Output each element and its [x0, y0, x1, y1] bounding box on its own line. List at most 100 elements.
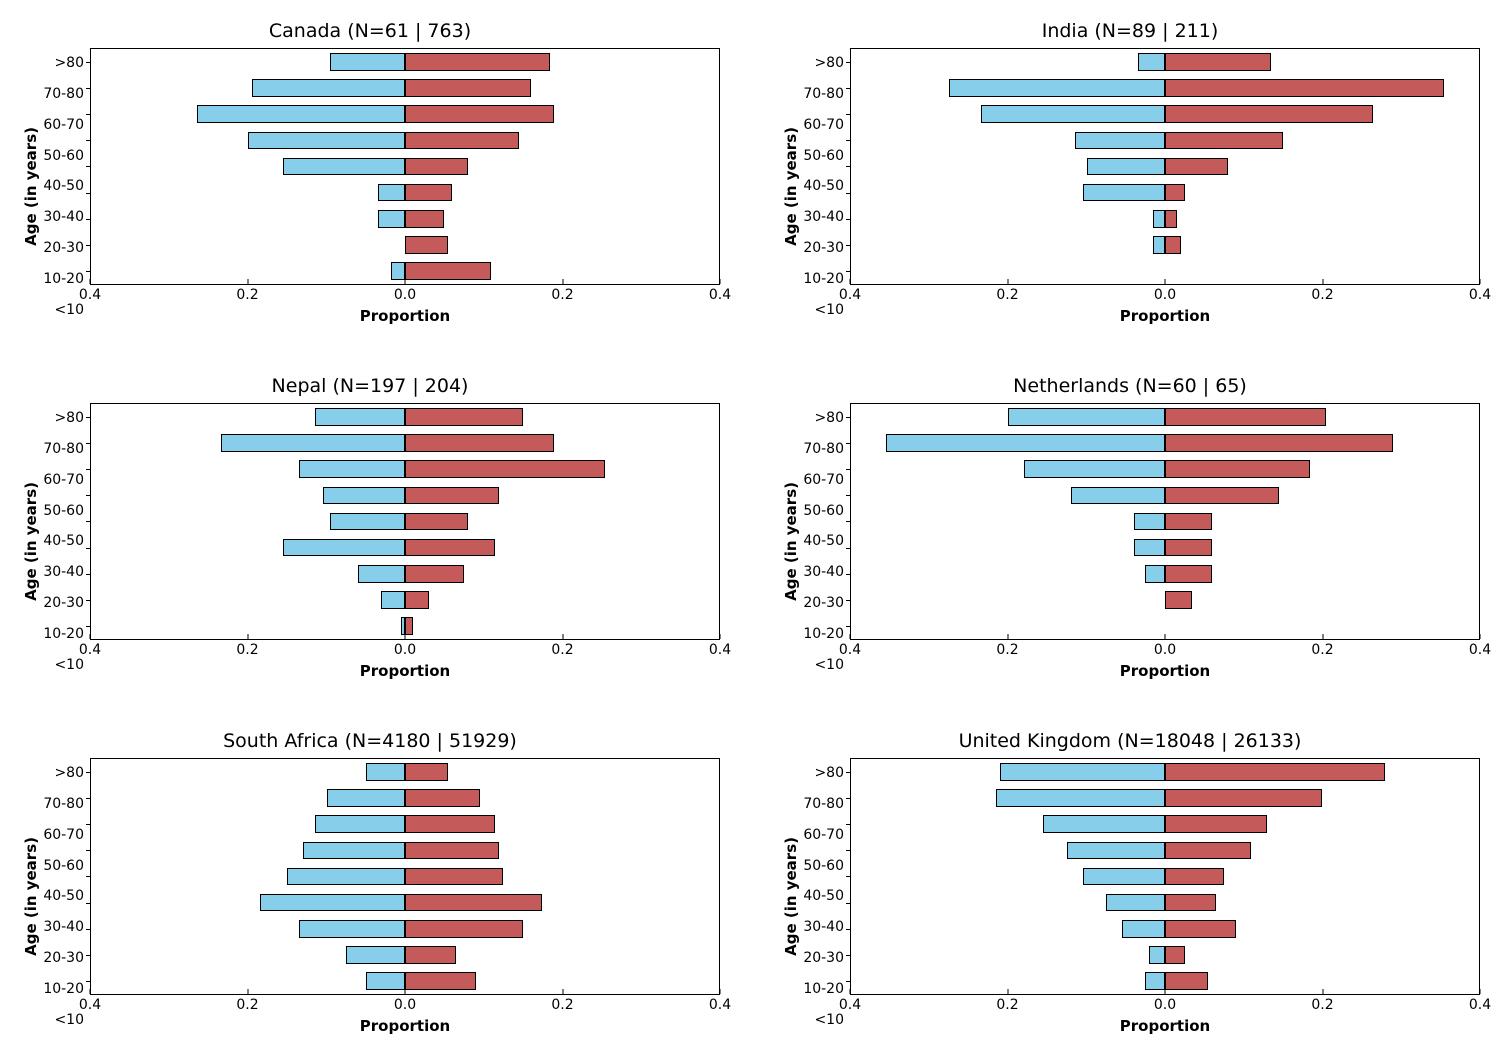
bar-row: [851, 837, 1479, 863]
y-tick-mark: [86, 600, 91, 601]
plot-column: 0.40.20.00.20.4Proportion: [90, 48, 720, 325]
panel: India (N=89 | 211)Age (in years)>8070-80…: [780, 20, 1480, 325]
x-tick-mark: [90, 279, 91, 284]
x-tick-label: 0.2: [236, 997, 258, 1013]
x-tick-mark: [247, 989, 248, 994]
bar-left: [1087, 158, 1166, 176]
bar-left: [378, 184, 405, 202]
bar-right: [405, 210, 444, 228]
y-tick-mark: [86, 140, 91, 141]
bar-right: [1165, 539, 1212, 557]
bar-left: [330, 513, 405, 531]
bar-right: [405, 184, 452, 202]
y-tick-label: >80: [42, 55, 84, 71]
y-tick-label: >80: [802, 765, 844, 781]
x-tick-label: 0.2: [1311, 287, 1333, 303]
bar-left: [283, 539, 405, 557]
bar-left: [1067, 842, 1165, 860]
plot-column: 0.40.20.00.20.4Proportion: [850, 758, 1480, 1035]
x-tick-mark: [247, 279, 248, 284]
bar-right: [405, 565, 464, 583]
x-tick-labels: 0.40.20.00.20.4: [850, 995, 1480, 1015]
y-tick-mark: [846, 626, 851, 627]
x-tick-label: 0.4: [839, 997, 861, 1013]
y-tick-mark: [86, 495, 91, 496]
y-tick-label: 60-70: [802, 472, 844, 488]
y-tick-mark: [846, 271, 851, 272]
y-tick-mark: [846, 193, 851, 194]
bar-right: [405, 132, 519, 150]
y-axis-label: Age (in years): [780, 482, 802, 601]
bar-right: [1165, 946, 1185, 964]
y-tick-label: 50-60: [802, 858, 844, 874]
y-tick-label: 20-30: [42, 240, 84, 256]
x-tick-label: 0.2: [996, 642, 1018, 658]
bar-row: [851, 561, 1479, 587]
x-tick-mark: [1322, 634, 1323, 639]
bar-row: [91, 508, 719, 534]
plot-area: [850, 758, 1480, 995]
bar-row: [851, 482, 1479, 508]
x-tick-mark: [850, 634, 851, 639]
bar-left: [1071, 487, 1165, 505]
plot-area: [90, 48, 720, 285]
x-tick-labels: 0.40.20.00.20.4: [850, 285, 1480, 305]
plot-area: [850, 403, 1480, 640]
bar-row: [91, 535, 719, 561]
bar-right: [405, 539, 495, 557]
chart-area: Age (in years)>8070-8060-7050-6040-5030-…: [20, 48, 720, 325]
bar-right: [1165, 158, 1228, 176]
bar-left: [391, 262, 405, 280]
bar-row: [91, 587, 719, 613]
x-tick-mark: [1007, 634, 1008, 639]
x-tick-mark: [720, 634, 721, 639]
bar-left: [1138, 53, 1165, 71]
bar-row: [91, 101, 719, 127]
bar-row: [91, 811, 719, 837]
x-tick-label: 0.4: [709, 287, 731, 303]
x-tick-mark: [562, 279, 563, 284]
bar-right: [1165, 513, 1212, 531]
bar-row: [851, 785, 1479, 811]
bar-left: [221, 434, 405, 452]
y-tick-mark: [86, 166, 91, 167]
y-tick-mark: [846, 981, 851, 982]
y-axis-label: Age (in years): [20, 837, 42, 956]
x-tick-label: 0.4: [79, 642, 101, 658]
bar-row: [851, 916, 1479, 942]
y-tick-label: 70-80: [42, 86, 84, 102]
y-tick-mark: [846, 798, 851, 799]
bar-left: [381, 591, 405, 609]
y-tick-label: 70-80: [802, 441, 844, 457]
bar-row: [851, 180, 1479, 206]
bar-left: [330, 53, 405, 71]
bar-row: [91, 942, 719, 968]
bar-left: [1083, 184, 1165, 202]
y-tick-label: 50-60: [42, 858, 84, 874]
plot-area: [90, 403, 720, 640]
y-axis-label: Age (in years): [780, 837, 802, 956]
bar-row: [91, 430, 719, 456]
y-tick-mark: [86, 574, 91, 575]
x-tick-label: 0.4: [839, 287, 861, 303]
y-tick-mark: [846, 824, 851, 825]
bar-right: [1165, 236, 1181, 254]
chart-area: Age (in years)>8070-8060-7050-6040-5030-…: [20, 403, 720, 680]
x-tick-mark: [1165, 989, 1166, 994]
bar-row: [851, 101, 1479, 127]
y-tick-label: 30-40: [802, 209, 844, 225]
bar-right: [1165, 408, 1326, 426]
panel-title: Netherlands (N=60 | 65): [780, 375, 1480, 397]
y-tick-label: 70-80: [802, 86, 844, 102]
bar-left: [252, 79, 405, 97]
bar-left: [260, 894, 405, 912]
x-tick-label: 0.0: [394, 997, 416, 1013]
y-tick-labels: >8070-8060-7050-6040-5030-4020-3010-20<1…: [42, 48, 90, 325]
bar-row: [91, 180, 719, 206]
y-tick-mark: [86, 469, 91, 470]
y-tick-mark: [846, 417, 851, 418]
x-tick-label: 0.2: [996, 287, 1018, 303]
plot-area: [850, 48, 1480, 285]
y-tick-mark: [846, 600, 851, 601]
bar-left: [346, 946, 405, 964]
